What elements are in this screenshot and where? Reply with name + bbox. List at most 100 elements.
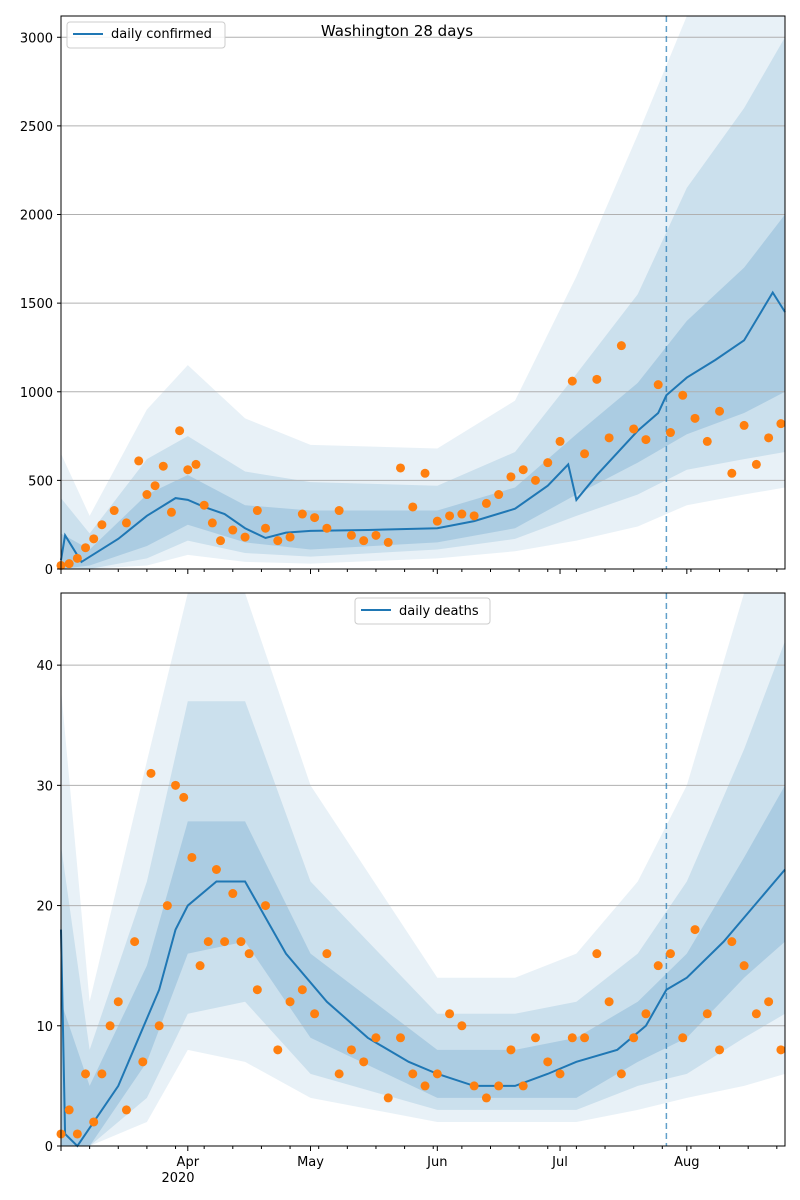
confirmed-data-point: [383, 537, 393, 547]
deaths-data-point: [408, 1069, 418, 1079]
deaths-data-point: [64, 1105, 74, 1115]
deaths-band-3: [61, 593, 785, 1146]
confirmed-y-tick-label: 0: [45, 563, 53, 578]
confirmed-data-point: [142, 490, 152, 500]
deaths-data-point: [179, 792, 189, 802]
deaths-data-point: [359, 1057, 369, 1067]
confirmed-data-point: [175, 426, 185, 436]
deaths-y-tick-label: 20: [36, 900, 53, 915]
confirmed-data-point: [158, 461, 168, 471]
deaths-data-point: [543, 1057, 553, 1067]
confirmed-y-tick-label: 1000: [20, 386, 53, 401]
deaths-data-point: [81, 1069, 91, 1079]
confirmed-data-point: [97, 520, 107, 530]
confirmed-data-point: [604, 433, 614, 443]
deaths-y-ticks: 0 10 20 30 40: [36, 659, 61, 1155]
deaths-y-tick-label: 0: [45, 1140, 53, 1155]
deaths-data-point: [211, 865, 221, 874]
deaths-data-point: [739, 961, 749, 971]
confirmed-data-point: [690, 413, 700, 423]
confirmed-data-point: [64, 559, 74, 569]
confirmed-data-point: [285, 532, 295, 542]
deaths-data-point: [383, 1093, 393, 1103]
deaths-data-point: [481, 1093, 491, 1103]
confirmed-data-point: [359, 536, 369, 546]
deaths-data-point: [171, 780, 181, 790]
confirmed-data-point: [134, 456, 144, 466]
deaths-data-point: [228, 889, 238, 899]
confirmed-y-tick-label: 2500: [20, 120, 53, 135]
confirmed-data-point: [72, 553, 82, 563]
deaths-data-point: [195, 961, 205, 971]
confirmed-data-point: [678, 390, 688, 400]
confirmed-data-point: [702, 436, 712, 446]
deaths-data-point: [457, 1021, 467, 1031]
deaths-y-tick-label: 40: [36, 659, 53, 674]
x-tick-label: May: [297, 1155, 324, 1170]
deaths-data-point: [72, 1129, 82, 1139]
deaths-data-point: [297, 985, 307, 995]
confirmed-data-point: [89, 534, 99, 544]
confirmed-data-point: [739, 420, 749, 430]
deaths-data-point: [220, 937, 230, 947]
deaths-line: [60, 868, 786, 1148]
deaths-data-point: [97, 1069, 107, 1079]
deaths-points: [56, 768, 786, 1139]
confirmed-data-point: [420, 468, 430, 478]
deaths-data-point: [445, 1009, 455, 1019]
deaths-data-point: [236, 937, 246, 947]
deaths-data-point: [702, 1009, 712, 1019]
deaths-data-point: [187, 852, 197, 862]
confirmed-data-point: [207, 518, 217, 528]
deaths-data-point: [592, 949, 602, 959]
confirmed-data-point: [481, 498, 491, 508]
deaths-data-point: [146, 768, 156, 778]
deaths-band-2: [61, 641, 785, 1146]
deaths-data-point: [653, 961, 663, 971]
confirmed-data-point: [334, 506, 344, 516]
confirmed-data-point: [616, 341, 626, 351]
confirmed-data-point: [665, 428, 675, 438]
deaths-x-ticks: Apr May Jun Jul Aug: [60, 1146, 778, 1170]
deaths-data-point: [665, 949, 675, 959]
deaths-data-point: [138, 1057, 148, 1067]
deaths-data-point: [244, 949, 254, 959]
deaths-data-point: [420, 1081, 430, 1091]
deaths-data-point: [678, 1033, 688, 1043]
confirmed-data-point: [764, 433, 774, 443]
x-tick-label: Aug: [674, 1155, 699, 1170]
confirmed-data-point: [580, 449, 590, 459]
deaths-data-point: [494, 1081, 504, 1091]
deaths-data-point: [715, 1045, 725, 1055]
deaths-y-tick-label: 30: [36, 779, 53, 794]
confirmed-data-point: [252, 506, 262, 516]
confirmed-data-point: [81, 543, 91, 553]
confirmed-y-tick-label: 2000: [20, 209, 53, 224]
legend-label: daily deaths: [399, 604, 479, 619]
deaths-axes-frame: [60, 592, 786, 1147]
confirmed-axes-frame: [60, 15, 786, 570]
confirmed-data-point: [199, 500, 209, 510]
confirmed-data-point: [641, 435, 651, 445]
deaths-data-point: [690, 925, 700, 935]
deaths-data-point: [604, 997, 614, 1007]
confirmed-data-point: [216, 536, 226, 546]
confirmed-data-point: [494, 490, 504, 500]
x-year-label: 2020: [161, 1171, 194, 1186]
deaths-y-tick-label: 10: [36, 1020, 53, 1035]
deaths-data-point: [162, 901, 172, 911]
confirmed-data-point: [530, 475, 540, 485]
legend-box: [354, 597, 491, 625]
confirmed-data-point: [592, 374, 602, 384]
confirmed-data-point: [297, 509, 307, 519]
deaths-data-point: [121, 1105, 131, 1115]
confirmed-data-point: [543, 458, 553, 468]
confirmed-data-point: [228, 525, 238, 535]
confirmed-band-2: [61, 37, 785, 570]
deaths-data-point: [580, 1033, 590, 1043]
deaths-panel: 0 10 20 30 40 Apr May Jun Jul Aug daily deaths: [36, 592, 786, 1170]
deaths-legend: daily deaths: [354, 597, 491, 625]
deaths-data-point: [285, 997, 295, 1007]
deaths-data-point: [530, 1033, 540, 1043]
legend-box: [66, 21, 226, 49]
